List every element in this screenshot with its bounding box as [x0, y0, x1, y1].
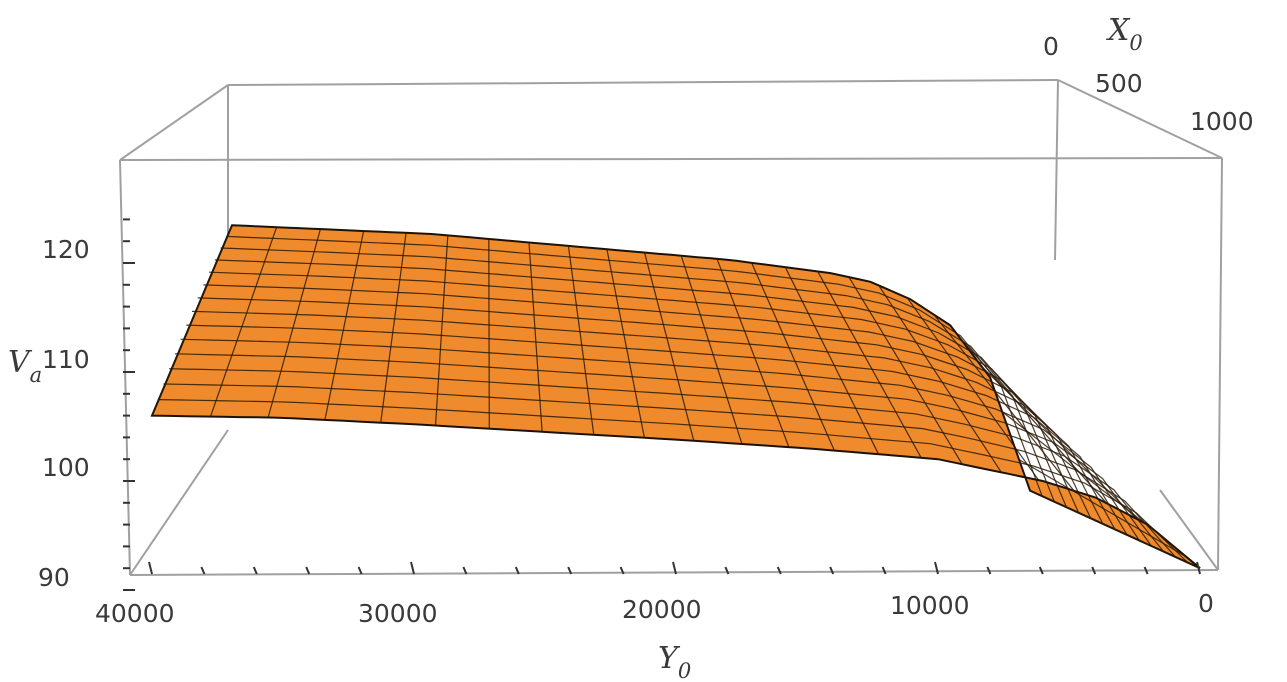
x-tick-label-1000: 1000 [1190, 107, 1254, 136]
mesh-line-const-x [203, 284, 1092, 519]
box-back-top-edge [227, 79, 1059, 86]
y-axis-tick [881, 566, 887, 575]
y-tick-label-10000: 10000 [890, 591, 970, 620]
mesh-line-const-x [226, 235, 1043, 497]
y-axis-tick [1143, 566, 1149, 575]
y-tick-label-0: 0 [1198, 589, 1214, 618]
box-back-right-edge [1054, 79, 1059, 261]
plot-box [119, 79, 1223, 576]
y-axis-tick [619, 566, 625, 575]
mesh-line-const-x [163, 383, 1177, 558]
x-axis-label-sub: 0 [1129, 31, 1142, 55]
z-axis-label: Va [8, 345, 42, 387]
y-axis-tick [986, 566, 992, 575]
mesh-line-const-y [488, 238, 490, 429]
z-tick-label-100: 100 [42, 453, 90, 482]
y-axis-tick [776, 566, 782, 575]
box-bottom-left-depth [129, 429, 229, 576]
y-axis-label-sub: 0 [678, 659, 691, 682]
y-axis-tick [724, 566, 730, 575]
y-axis-tick [148, 561, 153, 575]
y-axis-tick [567, 566, 573, 575]
surface [150, 224, 1201, 570]
y-axis-tick [305, 566, 311, 575]
y-axis-tick [514, 566, 520, 575]
y-axis-label: Y0 [658, 641, 691, 682]
box-front-right-edge [1217, 157, 1223, 571]
mesh-line-const-x [220, 247, 1055, 502]
axis-ticks [123, 218, 1201, 591]
mesh-line-const-x [169, 368, 1165, 552]
y-axis-tick [462, 566, 468, 575]
mesh-line-const-x [157, 399, 1189, 564]
box-front-top-edge [119, 157, 1223, 161]
y-axis-tick [252, 566, 258, 575]
y-axis-tick [1038, 566, 1044, 575]
y-axis-tick [357, 566, 363, 575]
surface-mesh [151, 225, 1201, 569]
mesh-line-const-x [197, 297, 1104, 525]
mesh-line-const-x [180, 338, 1140, 541]
mesh-line-const-x [186, 324, 1128, 536]
y-axis-tick [200, 566, 206, 575]
mesh-line-const-x [174, 353, 1152, 547]
y-axis-tick [934, 561, 939, 575]
y-axis-label-main: Y [658, 641, 681, 676]
x-tick-label-0: 0 [1043, 32, 1059, 61]
mesh-line-const-x [209, 271, 1080, 514]
y-axis-tick [829, 566, 835, 575]
z-tick-label-90: 90 [38, 563, 70, 592]
y-tick-label-30000: 30000 [358, 599, 438, 628]
x-axis-label: X0 [1106, 13, 1143, 55]
mesh-line-const-x [214, 259, 1067, 508]
y-axis-tick [410, 561, 415, 575]
box-bottom-front-edge [129, 569, 1219, 576]
mesh-line-const-x [191, 310, 1116, 530]
box-bottom-right-depth [1159, 489, 1219, 571]
z-tick-label-110: 110 [42, 345, 90, 374]
z-axis-label-sub: a [30, 363, 43, 387]
y-axis-tick [1091, 566, 1097, 575]
z-tick-label-120: 120 [42, 235, 90, 264]
x-axis-label-main: X [1106, 13, 1131, 48]
y-tick-label-20000: 20000 [622, 595, 702, 624]
y-axis-tick [1196, 561, 1201, 575]
box-front-left-edge [119, 159, 131, 576]
y-axis-tick [672, 561, 677, 575]
mesh-line-const-y [1018, 459, 1186, 557]
box-depth-top-right [1057, 79, 1223, 159]
box-depth-top-left [119, 84, 229, 161]
y-tick-label-40000: 40000 [95, 599, 175, 628]
z-axis-label-main: V [8, 345, 33, 380]
x-tick-label-500: 500 [1095, 69, 1143, 98]
